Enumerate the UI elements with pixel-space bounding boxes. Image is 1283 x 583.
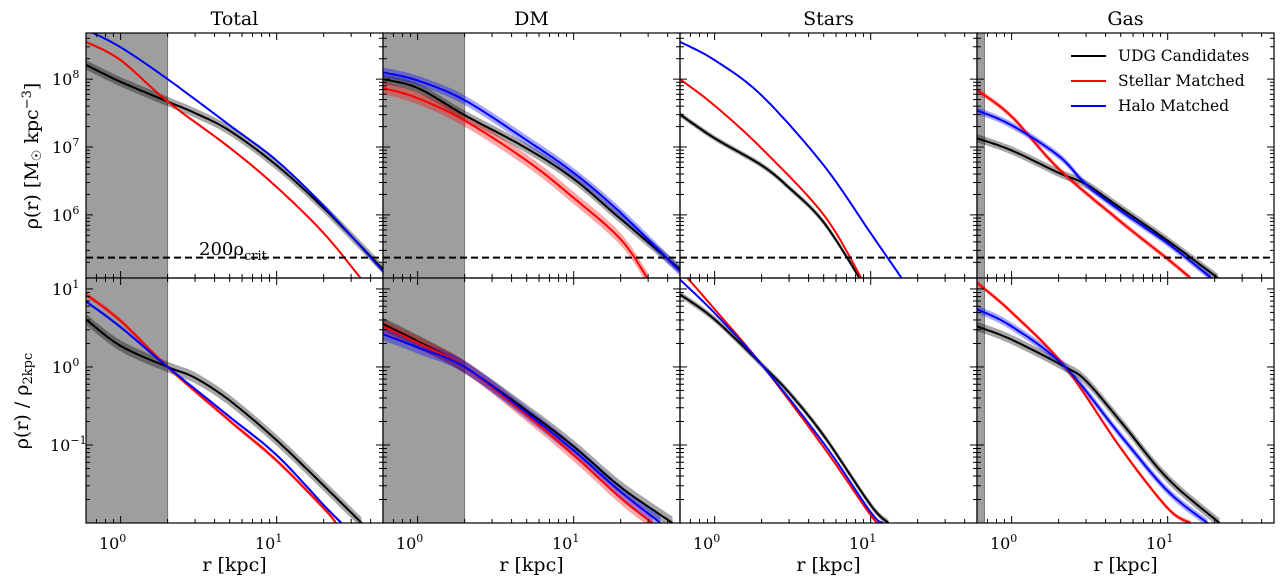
panel-title-stars: Stars [803,8,854,30]
series-line-halo-matched [383,71,680,272]
x-axis-label: r [kpc] [499,554,563,576]
series-line-udg-candidates [977,325,1221,523]
x-axis-label: r [kpc] [1093,554,1157,576]
resolution-limit-shade [977,33,985,278]
axes-frame [679,32,978,279]
error-band-udg-candidates [977,321,1220,523]
series-line-stellar-matched [977,89,1192,278]
error-band-stellar-matched [977,280,1191,523]
series-line-udg-candidates [383,323,674,523]
x-tick-label: 101 [1146,532,1173,553]
series-line-stellar-matched [383,87,649,278]
panel-dm-normalized [382,277,681,524]
x-axis-label: r [kpc] [202,554,266,576]
legend-label: UDG Candidates [1118,47,1249,65]
panel-total-normalized [85,277,384,524]
error-band-halo-matched [977,305,1208,523]
panel-title-total: Total [211,8,259,30]
error-band-udg-candidates [86,60,383,274]
series-line-stellar-matched [383,325,654,523]
x-tick-label: 100 [396,532,423,553]
y-tick-label: 100 [52,356,79,377]
axes-frame [976,277,1275,524]
series-line-stellar-matched [977,281,1192,523]
y-axis-label-density: ρ(r) [M☉ kpc−3] [20,83,45,230]
panel-title-gas: Gas [1107,8,1143,30]
panel-title-dm: DM [514,8,549,30]
error-band-udg-candidates [680,111,861,278]
resolution-limit-shade [86,33,168,278]
error-band-halo-matched [383,327,661,523]
series-line-udg-candidates [680,293,890,523]
panel-stars-density [679,32,978,279]
error-band-halo-matched [680,41,903,278]
series-line-udg-candidates [86,318,363,523]
panel-gas-density [976,32,1275,279]
plot-area [383,33,680,278]
axes-frame [679,277,978,524]
x-tick-label: 100 [990,532,1017,553]
y-tick-label: 101 [52,278,79,299]
plot-area [383,278,674,523]
critical-density-annotation: 200ρcrit [199,239,268,264]
error-band-stellar-matched [977,87,1191,278]
plot-area [680,40,977,278]
series-line-udg-candidates [680,113,861,278]
series-line-halo-matched [977,109,1212,278]
legend: UDG Candidates Stellar Matched Halo Matche… [1071,47,1249,115]
x-tick-label: 101 [255,532,282,553]
series-line-stellar-matched [680,78,863,278]
y-tick-label: 107 [52,136,79,157]
error-band-udg-candidates [383,317,673,523]
resolution-limit-shade [383,33,465,278]
y-tick-label: 108 [52,68,79,89]
series-line-halo-matched [383,333,662,523]
error-band-udg-candidates [977,134,1218,278]
y-tick-label: 10−1 [50,434,87,455]
plot-area [86,278,363,523]
series-line-halo-matched [86,300,343,523]
resolution-limit-shade [86,278,168,523]
resolution-limit-shade [977,278,985,523]
legend-label: Stellar Matched [1118,72,1245,90]
plot-area [977,278,1221,523]
x-axis-label: r [kpc] [796,554,860,576]
plot-area [977,33,1274,278]
plot-area [86,33,383,278]
series-line-stellar-matched [86,40,362,278]
series-line-halo-matched [90,33,383,272]
panel-stars-normalized [679,277,978,524]
x-tick-label: 100 [99,532,126,553]
panel-gas-normalized [976,277,1275,524]
x-tick-label: 101 [552,532,579,553]
error-band-udg-candidates [86,313,362,523]
series-line-stellar-matched [686,278,881,523]
resolution-limit-shade [383,278,465,523]
panel-dm-density [382,32,681,279]
legend-label: Halo Matched [1118,97,1229,115]
error-band-halo-matched [977,107,1212,278]
plot-area [680,278,890,523]
series-line-halo-matched [977,308,1209,523]
y-axis-label-normalized: ρ(r) / ρ2kpc [11,353,36,450]
series-line-stellar-matched [86,293,337,523]
y-tick-label: 106 [52,204,79,225]
x-tick-label: 101 [849,532,876,553]
series-line-udg-candidates [383,78,680,270]
series-line-halo-matched [680,278,884,523]
series-line-halo-matched [680,40,903,278]
series-line-udg-candidates [86,64,383,270]
x-tick-label: 100 [693,532,720,553]
panel-total-density [85,32,384,279]
